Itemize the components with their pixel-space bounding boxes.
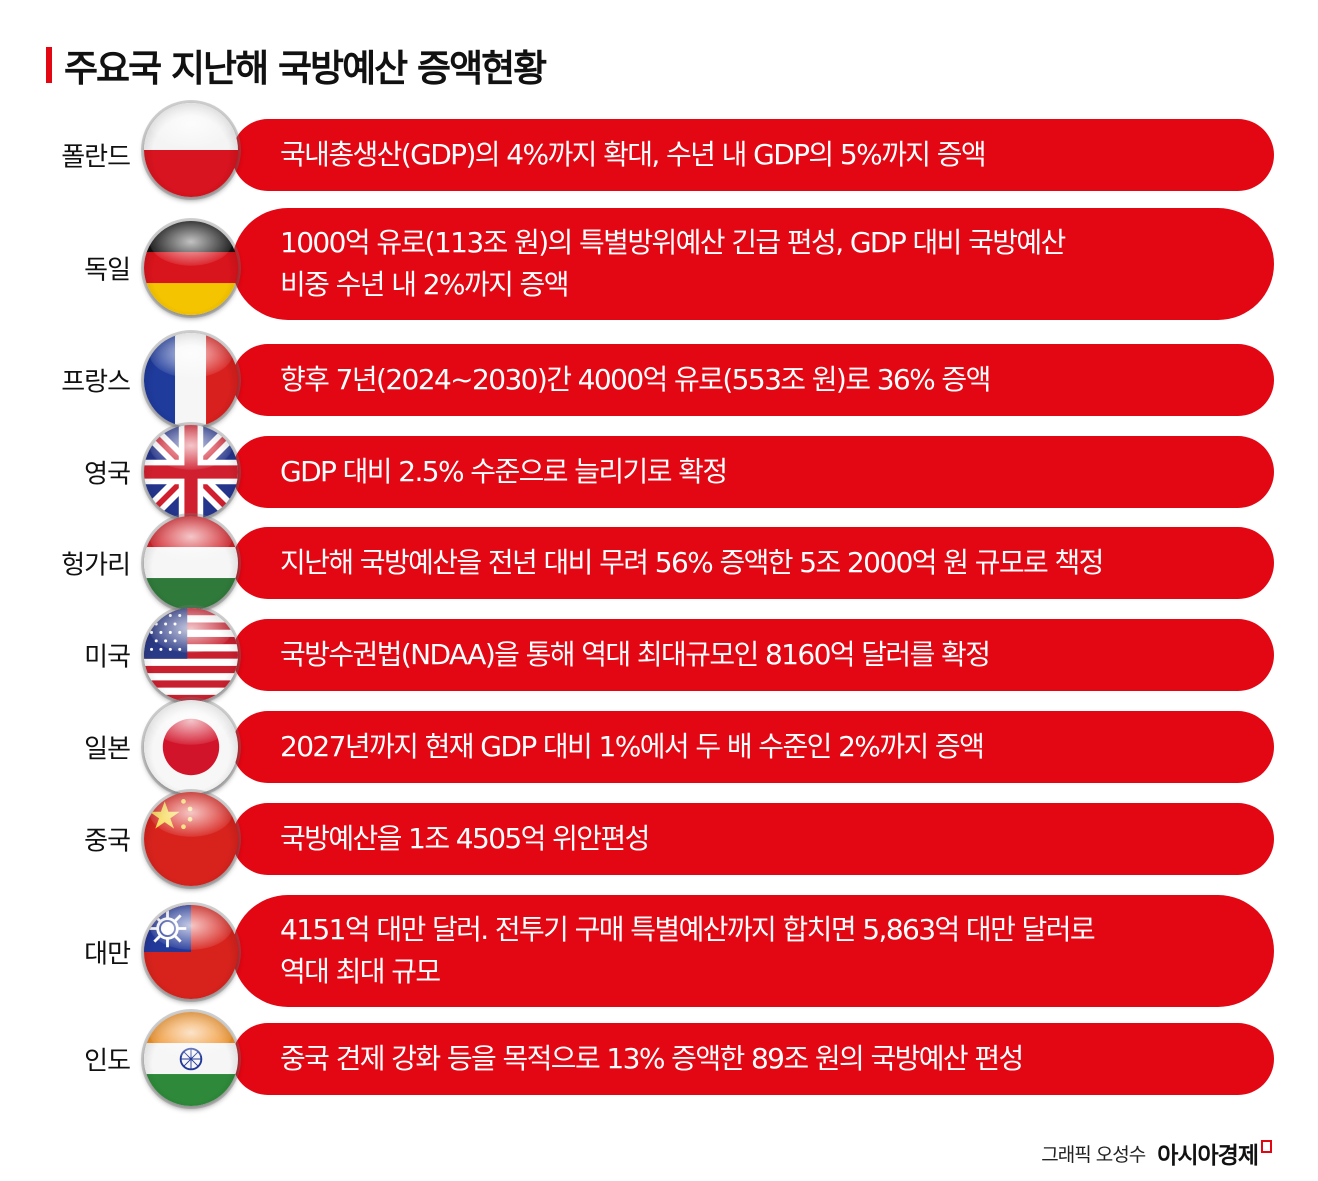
country-label: 중국 bbox=[84, 826, 131, 857]
country-label: 프랑스 bbox=[61, 367, 131, 398]
info-pill: 중국 견제 강화 등을 목적으로 13% 증액한 89조 원의 국방예산 편성 bbox=[232, 1023, 1274, 1095]
info-pill: 국방수권법(NDAA)을 통해 역대 최대규모인 8160억 달러를 확정 bbox=[232, 619, 1274, 691]
info-text: 향후 7년(2024~2030)간 4000억 유로(553조 원)로 36% … bbox=[280, 363, 991, 396]
info-pill: 1000억 유로(113조 원)의 특별방위예산 긴급 편성, GDP 대비 국… bbox=[232, 208, 1274, 320]
hungary-flag-icon bbox=[144, 516, 238, 610]
country-label: 일본 bbox=[84, 734, 131, 765]
info-pill: GDP 대비 2.5% 수준으로 늘리기로 확정 bbox=[232, 436, 1274, 508]
uk-flag-icon bbox=[144, 425, 238, 519]
info-text: 국내총생산(GDP)의 4%까지 확대, 수년 내 GDP의 5%까지 증액 bbox=[280, 138, 987, 171]
france-flag-icon bbox=[144, 333, 238, 427]
publisher-logo: 아시아경제 bbox=[1157, 1143, 1259, 1169]
china-flag-icon bbox=[144, 792, 238, 886]
info-text: 중국 견제 강화 등을 목적으로 13% 증액한 89조 원의 국방예산 편성 bbox=[280, 1042, 1024, 1075]
info-text: 국방수권법(NDAA)을 통해 역대 최대규모인 8160억 달러를 확정 bbox=[280, 638, 991, 671]
info-text: GDP 대비 2.5% 수준으로 늘리기로 확정 bbox=[280, 455, 728, 488]
page-title: 주요국 지난해 국방예산 증액현황 bbox=[64, 47, 547, 90]
graphic-credit: 그래픽 오성수 bbox=[1041, 1143, 1146, 1166]
country-label: 독일 bbox=[84, 255, 131, 286]
credit-block: 그래픽 오성수 아시아경제 bbox=[1041, 1136, 1272, 1170]
country-label: 폴란드 bbox=[61, 142, 131, 173]
info-text: 지난해 국방예산을 전년 대비 무려 56% 증액한 5조 2000억 원 규모… bbox=[280, 546, 1104, 579]
logo-mark-icon bbox=[1261, 1139, 1272, 1153]
country-label: 영국 bbox=[84, 459, 131, 490]
country-label: 대만 bbox=[84, 939, 131, 970]
poland-flag-icon bbox=[144, 103, 238, 197]
india-flag-icon bbox=[144, 1012, 238, 1106]
info-text: 국방예산을 1조 4505억 위안편성 bbox=[280, 822, 650, 855]
info-pill: 지난해 국방예산을 전년 대비 무려 56% 증액한 5조 2000억 원 규모… bbox=[232, 527, 1274, 599]
germany-flag-icon bbox=[144, 221, 238, 315]
info-pill: 국방예산을 1조 4505억 위안편성 bbox=[232, 803, 1274, 875]
title-accent-bar bbox=[46, 47, 52, 83]
info-pill: 4151억 대만 달러. 전투기 구매 특별예산까지 합치면 5,863억 대만… bbox=[232, 895, 1274, 1007]
taiwan-flag-icon bbox=[144, 905, 238, 999]
info-text: 1000억 유로(113조 원)의 특별방위예산 긴급 편성, GDP 대비 국… bbox=[280, 226, 1066, 301]
page-title-block: 주요국 지난해 국방예산 증액현황 bbox=[46, 38, 547, 92]
info-pill: 2027년까지 현재 GDP 대비 1%에서 두 배 수준인 2%까지 증액 bbox=[232, 711, 1274, 783]
japan-flag-icon bbox=[144, 700, 238, 794]
country-label: 인도 bbox=[84, 1046, 131, 1077]
info-text: 4151억 대만 달러. 전투기 구매 특별예산까지 합치면 5,863억 대만… bbox=[280, 913, 1096, 988]
usa-flag-icon bbox=[144, 608, 238, 702]
country-label: 미국 bbox=[84, 642, 131, 673]
info-pill: 향후 7년(2024~2030)간 4000억 유로(553조 원)로 36% … bbox=[232, 344, 1274, 416]
info-text: 2027년까지 현재 GDP 대비 1%에서 두 배 수준인 2%까지 증액 bbox=[280, 730, 985, 763]
country-label: 헝가리 bbox=[61, 550, 131, 581]
info-pill: 국내총생산(GDP)의 4%까지 확대, 수년 내 GDP의 5%까지 증액 bbox=[232, 119, 1274, 191]
